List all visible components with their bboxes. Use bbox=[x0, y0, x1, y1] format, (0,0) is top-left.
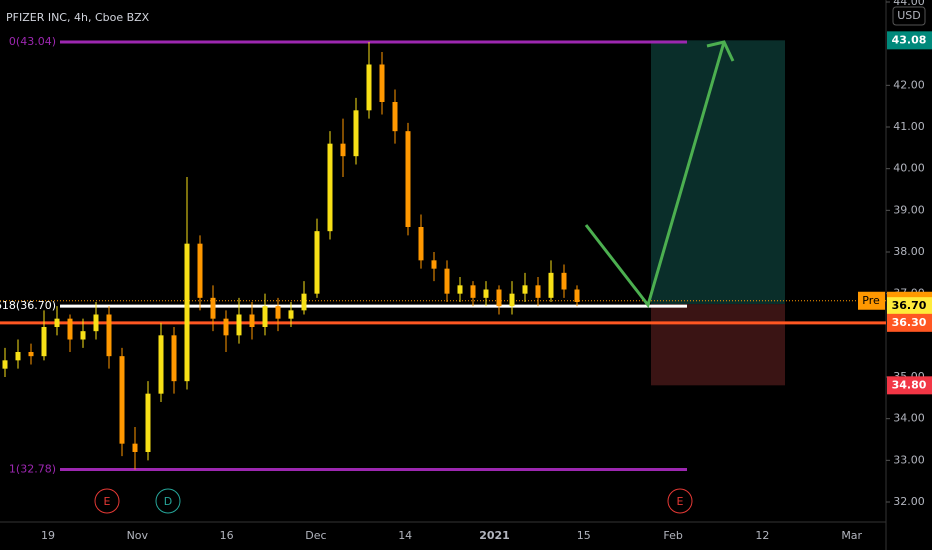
event-marker bbox=[155, 488, 181, 514]
candle-body bbox=[145, 393, 151, 452]
fib-label: 1(32.78) bbox=[9, 463, 56, 476]
currency-box bbox=[892, 6, 926, 26]
price-label-box bbox=[887, 297, 932, 316]
candle-body bbox=[210, 297, 216, 319]
chart-title: PFIZER INC, 4h, Cboe BZX bbox=[6, 11, 150, 24]
candle-body bbox=[457, 285, 463, 294]
candle-body bbox=[288, 310, 294, 319]
candle-body bbox=[15, 352, 21, 361]
y-tick-label: 39.00 bbox=[893, 203, 925, 216]
candle-body bbox=[223, 318, 229, 336]
y-tick-label: 33.00 bbox=[893, 453, 925, 466]
pre-label: Pre bbox=[862, 294, 880, 307]
candle-body bbox=[314, 231, 320, 294]
candle-body bbox=[392, 102, 398, 132]
candle-body bbox=[470, 285, 476, 298]
candle-body bbox=[496, 289, 502, 307]
candle-body bbox=[28, 352, 34, 357]
candle-body bbox=[366, 64, 372, 111]
x-tick-label: 12 bbox=[755, 529, 769, 542]
fib-label: 0(43.04) bbox=[9, 35, 56, 48]
currency: USD bbox=[897, 9, 921, 22]
y-tick-label: 44.00 bbox=[893, 0, 925, 8]
x-tick-label: Feb bbox=[663, 529, 682, 542]
x-tick-label: 19 bbox=[41, 529, 55, 542]
fib-label: 618(36.70) bbox=[0, 299, 56, 312]
candle-body bbox=[119, 356, 125, 444]
event-label: E bbox=[104, 495, 111, 508]
candle-body bbox=[483, 289, 489, 298]
candle-body bbox=[340, 143, 346, 157]
event-label: D bbox=[164, 495, 172, 508]
pre-box bbox=[858, 291, 885, 310]
candle-body bbox=[93, 314, 99, 332]
price-label-box bbox=[887, 31, 932, 50]
price-label: 43.08 bbox=[892, 33, 927, 46]
y-tick-label: 40.00 bbox=[893, 162, 925, 175]
candle-body bbox=[236, 314, 242, 336]
price-label-box bbox=[887, 376, 932, 395]
x-tick-label: 2021 bbox=[479, 529, 510, 542]
candle-body bbox=[67, 318, 73, 340]
candle-body bbox=[405, 131, 411, 227]
x-tick-label: 16 bbox=[220, 529, 234, 542]
y-tick-label: 34.00 bbox=[893, 412, 925, 425]
candle-body bbox=[132, 443, 138, 452]
plot: 0(43.04) 618(36.70) 1(32.78) E D E bbox=[0, 35, 886, 514]
x-tick-label: 14 bbox=[398, 529, 412, 542]
candle-body bbox=[171, 335, 177, 382]
price-axis: 32.0033.0034.0035.0037.0038.0039.0040.00… bbox=[858, 0, 932, 508]
candle-body bbox=[418, 227, 424, 261]
arrow-head bbox=[706, 40, 735, 62]
candle-body bbox=[2, 360, 8, 369]
stop-zone bbox=[651, 304, 785, 386]
target-zone bbox=[651, 40, 785, 305]
y-tick-label: 41.00 bbox=[893, 120, 925, 133]
event-label: E bbox=[677, 495, 684, 508]
candle-body bbox=[301, 293, 307, 311]
price-label: 34.80 bbox=[892, 378, 927, 391]
x-tick-label: Nov bbox=[127, 529, 149, 542]
candle-body bbox=[184, 243, 190, 382]
candle-body bbox=[574, 289, 580, 302]
candle-body bbox=[379, 64, 385, 102]
candle-body bbox=[41, 327, 47, 357]
candle-body bbox=[80, 331, 86, 340]
price-label-box bbox=[887, 313, 932, 332]
candle-body bbox=[444, 268, 450, 294]
arrow bbox=[584, 41, 726, 309]
candle-body bbox=[106, 314, 112, 357]
candle-body bbox=[275, 306, 281, 319]
candle-body bbox=[548, 272, 554, 298]
candle-body bbox=[535, 285, 541, 298]
price-label: 36.30 bbox=[892, 316, 927, 329]
event-marker bbox=[94, 488, 120, 514]
x-tick-label: Dec bbox=[305, 529, 326, 542]
candle-body bbox=[509, 293, 515, 307]
candle-body bbox=[522, 285, 528, 294]
candle-body bbox=[158, 335, 164, 394]
candle-body bbox=[262, 306, 268, 327]
event-marker bbox=[667, 488, 693, 514]
x-tick-label: 15 bbox=[577, 529, 591, 542]
candle-body bbox=[327, 143, 333, 232]
candle-body bbox=[431, 260, 437, 269]
candle-body bbox=[561, 272, 567, 290]
x-tick-label: Mar bbox=[841, 529, 862, 542]
candle-body bbox=[249, 314, 255, 327]
candle-body bbox=[197, 243, 203, 298]
y-tick-label: 32.00 bbox=[893, 495, 925, 508]
y-tick-label: 38.00 bbox=[893, 245, 925, 258]
candle-body bbox=[353, 110, 359, 157]
price-label: 36.70 bbox=[892, 299, 927, 312]
candle-body bbox=[54, 318, 60, 327]
y-tick-label: 42.00 bbox=[893, 78, 925, 91]
